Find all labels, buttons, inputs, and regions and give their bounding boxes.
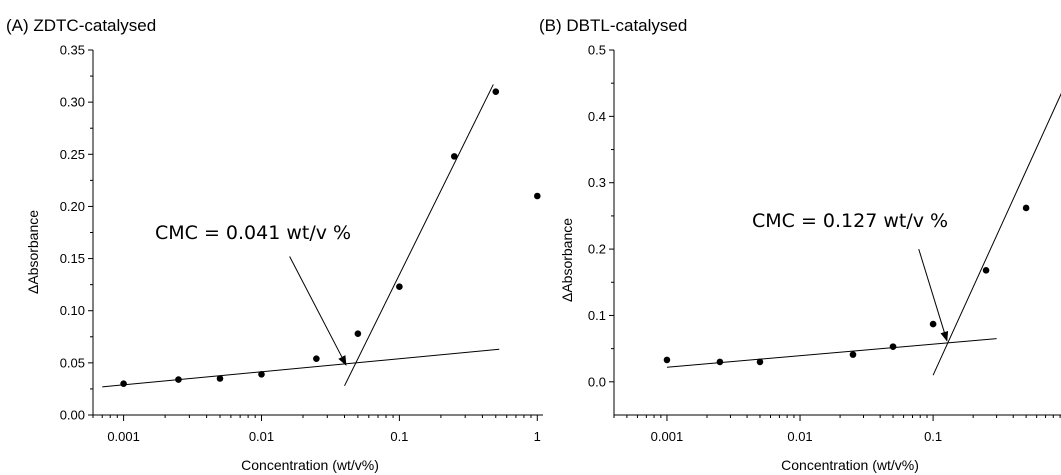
panel-a-data-point <box>120 380 127 388</box>
panel-b-y-tick-label: 0.0 <box>588 374 606 389</box>
panel-b-data-point <box>663 356 671 364</box>
panel-a-cmc-arrow <box>289 256 347 366</box>
panel-b-cmc-label: CMC = 0.127 wt/v % <box>752 210 948 232</box>
panel-a-marks <box>102 84 541 388</box>
panel-b-data-point <box>929 320 937 328</box>
panel-b-data-point <box>849 351 857 358</box>
panel-b-data-point <box>1022 204 1030 212</box>
panel-a-ticks: 0.00 0.05 0.10 0.15 0.20 0.25 0.30 0.35 0.001 0.0… <box>60 43 543 444</box>
panel-b-cmc-arrow <box>918 248 949 342</box>
panel-a-y-tick-label: 0.10 <box>60 303 85 318</box>
panel-b-dbtl-chart: (B) DBTL-catalysed ΔAbsorbance Concentra… <box>539 16 1061 473</box>
panel-a-x-tick-label: 0.1 <box>390 429 408 444</box>
panel-b-y-axis-title: ΔAbsorbance <box>559 218 575 302</box>
panel-b-y-tick-label: 0.5 <box>588 43 606 58</box>
panel-a-x-tick-label: 1 <box>534 429 541 444</box>
panel-b-fit-line <box>932 92 1061 376</box>
panel-b-x-axis-title: Concentration (wt/v%) <box>781 457 919 473</box>
panel-a-y-tick-label: 0.25 <box>60 147 85 162</box>
panel-a-y-tick-label: 0.00 <box>60 408 85 423</box>
panel-a-data-point <box>354 330 362 337</box>
panel-b-title: (B) DBTL-catalysed <box>539 16 687 35</box>
panel-a-data-point <box>396 283 403 291</box>
panel-a-x-axis-title: Concentration (wt/v%) <box>241 457 379 473</box>
panel-a-fit-line <box>102 348 500 388</box>
panel-a-y-tick-label: 0.30 <box>60 95 85 110</box>
panel-b-x-tick-label: 0.1 <box>924 429 942 444</box>
panel-a-y-tick-label: 0.15 <box>60 251 85 266</box>
panel-b-data-point <box>982 267 990 274</box>
panel-a-data-point <box>492 88 500 96</box>
panel-b-data-point <box>756 358 764 366</box>
panel-a-data-point <box>175 376 182 383</box>
panel-b-data-point <box>716 358 724 366</box>
panel-a-data-point <box>450 153 458 160</box>
panel-a-data-point <box>313 355 320 362</box>
panel-b-data-point <box>889 343 897 350</box>
panel-b-marks <box>663 92 1061 376</box>
panel-a-data-point <box>258 371 265 378</box>
panel-b-y-tick-label: 0.4 <box>588 109 606 124</box>
panel-b-x-tick-label: 0.01 <box>787 429 812 444</box>
panel-b-fit-line <box>666 338 997 368</box>
panel-a-y-axis-title: ΔAbsorbance <box>25 210 41 294</box>
panel-a-title: (A) ZDTC-catalysed <box>6 16 156 35</box>
panel-a-cmc-label: CMC = 0.041 wt/v % <box>155 222 351 244</box>
panel-b-x-tick-label: 0.001 <box>651 429 684 444</box>
panel-b-y-tick-label: 0.3 <box>588 175 606 190</box>
panel-a-y-tick-label: 0.35 <box>60 43 85 58</box>
panel-b-y-tick-label: 0.2 <box>588 242 606 257</box>
panel-a-x-tick-label: 0.01 <box>249 429 274 444</box>
panel-a-x-tick-label: 0.001 <box>107 429 140 444</box>
panel-a-fit-line <box>344 84 494 387</box>
panel-a-data-point <box>216 375 224 382</box>
panel-a-y-tick-label: 0.20 <box>60 199 85 214</box>
panel-a-zdtc-chart: (A) ZDTC-catalysed ΔAbsorbance Concentra… <box>6 16 543 473</box>
panel-a-y-tick-label: 0.05 <box>60 355 85 370</box>
panel-b-y-tick-label: 0.1 <box>588 308 606 323</box>
panel-a-data-point <box>533 192 541 200</box>
